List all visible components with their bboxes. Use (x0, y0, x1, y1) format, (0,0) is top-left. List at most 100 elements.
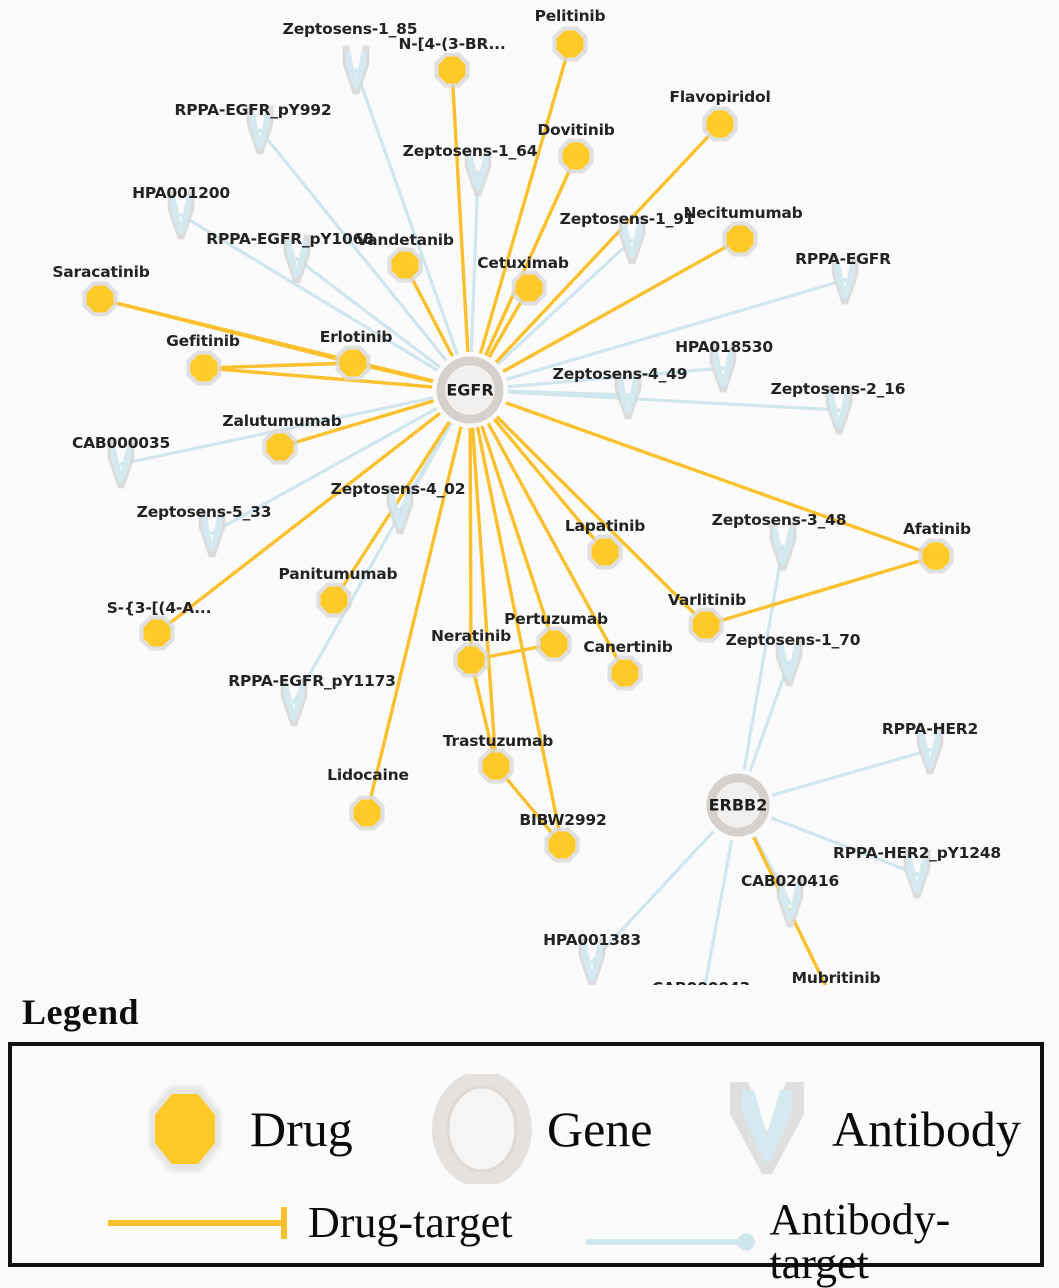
antibody-node[interactable] (280, 677, 308, 727)
antibody-node[interactable] (825, 385, 853, 435)
edge-drug-target (203, 366, 441, 390)
edge-drug-target (482, 415, 627, 674)
legend-item-drug: Drug (130, 1074, 353, 1184)
edge-drug-target (450, 69, 471, 361)
drug-node[interactable] (558, 138, 594, 174)
drug-node[interactable] (722, 221, 758, 257)
edge-antibody-target (354, 68, 461, 360)
legend-title: Legend (22, 992, 140, 1032)
legend-label-gene: Gene (547, 1101, 653, 1157)
antibody-node[interactable] (167, 190, 195, 240)
antibody-node[interactable] (578, 937, 606, 987)
drug-node[interactable] (478, 748, 514, 784)
antibody-node[interactable] (769, 521, 797, 571)
legend-item-antibody: Antibody (712, 1074, 1021, 1184)
edge-drug-target (495, 237, 741, 377)
legend-box: Drug Gene Antibody (8, 1042, 1044, 1286)
drug-node[interactable] (434, 52, 470, 88)
legend-label-drug-target: Drug-target (308, 1198, 513, 1247)
drug-node[interactable] (702, 106, 738, 142)
legend-panel: Legend Drug Gene (0, 985, 1059, 1286)
antibody-node[interactable] (831, 255, 859, 305)
edge-antibody-target (766, 814, 919, 876)
drug-node[interactable] (544, 827, 580, 863)
antibody-node[interactable] (776, 878, 804, 928)
network-svg (82, 26, 954, 1000)
gene-node[interactable] (702, 769, 774, 841)
drug-node[interactable] (688, 607, 724, 643)
drug-node[interactable] (587, 534, 623, 570)
legend-shapes-row: Drug Gene Antibody (12, 1070, 1040, 1184)
edge-antibody-target (292, 418, 455, 704)
antibody-node[interactable] (916, 725, 944, 775)
edge-drug-target (476, 43, 572, 362)
drug-node[interactable] (453, 642, 489, 678)
drug-node[interactable] (82, 281, 118, 317)
drug-node[interactable] (349, 795, 385, 831)
edge-antibody-target (469, 170, 480, 358)
edge-drug-target (497, 398, 937, 558)
drug-icon (149, 1086, 221, 1172)
edge-drug-target (705, 554, 937, 627)
legend-label-antibody: Antibody (832, 1101, 1021, 1157)
antibody-node[interactable] (198, 508, 226, 558)
edge-antibody-target (295, 257, 445, 372)
edge-antibody-target (767, 748, 932, 798)
antibody-node[interactable] (709, 343, 737, 393)
antibody-node[interactable] (775, 637, 803, 687)
edge-drug-target (468, 419, 473, 661)
edge-drug-target (489, 122, 722, 370)
edge-drug-target (474, 419, 564, 846)
antibody-node[interactable] (107, 439, 135, 489)
legend-item-drug-target: Drug-target (104, 1198, 512, 1248)
legend-edges-row: Drug-target Antibody-target (12, 1198, 1040, 1286)
edge-antibody-target (501, 278, 847, 383)
gene-node-label: ERBB2 (708, 795, 768, 815)
edge-drug-target (155, 407, 448, 635)
antibody-node[interactable] (342, 45, 370, 95)
drug-target-edge-icon (108, 1207, 287, 1239)
drug-node[interactable] (387, 247, 423, 283)
antibody-target-edge-icon (585, 1233, 755, 1251)
edge-antibody-target (590, 826, 718, 964)
legend-label-antibody-target: Antibody-target (769, 1195, 951, 1288)
drug-node[interactable] (186, 350, 222, 386)
legend-item-antibody-target: Antibody-target (582, 1198, 1040, 1286)
antibody-node[interactable] (618, 215, 646, 265)
drug-node[interactable] (918, 538, 954, 574)
drug-node[interactable] (316, 582, 352, 618)
edge-drug-target (99, 297, 354, 365)
edge-drug-target (365, 418, 465, 814)
antibody-node[interactable] (386, 485, 414, 535)
antibody-node[interactable] (614, 370, 642, 420)
edge-drug-target (203, 361, 354, 370)
edge-drug-target (490, 409, 708, 627)
antibody-node[interactable] (903, 849, 931, 899)
network-canvas: Zeptosens-1_85 Zeptosens-1_64 RPPA-EGFR_pY… (52, 7, 1002, 1000)
edge-antibody-target (747, 660, 791, 777)
edge-antibody-target (700, 834, 734, 1000)
edge-antibody-target (493, 238, 634, 369)
gene-icon (432, 1074, 532, 1184)
drug-node[interactable] (139, 615, 175, 651)
nodes-layer (82, 26, 954, 1000)
drug-node[interactable] (335, 345, 371, 381)
antibody-node[interactable] (246, 105, 274, 155)
drug-node[interactable] (536, 626, 572, 662)
legend-label-drug: Drug (250, 1101, 353, 1157)
edge-antibody-target (179, 213, 443, 374)
antibody-node[interactable] (464, 147, 492, 197)
drug-node[interactable] (511, 270, 547, 306)
gene-node-label: EGFR (446, 380, 494, 400)
edge-antibody-target (502, 390, 841, 412)
drug-node[interactable] (607, 655, 643, 691)
edge-drug-target (477, 417, 556, 645)
edge-antibody-target (741, 544, 785, 776)
drug-node[interactable] (262, 429, 298, 465)
edge-drug-target (470, 419, 498, 767)
antibody-node[interactable] (283, 234, 311, 284)
edge-drug-target (403, 264, 458, 365)
gene-node[interactable] (432, 352, 508, 428)
drug-node[interactable] (552, 26, 588, 62)
edge-drug-target (487, 411, 607, 554)
